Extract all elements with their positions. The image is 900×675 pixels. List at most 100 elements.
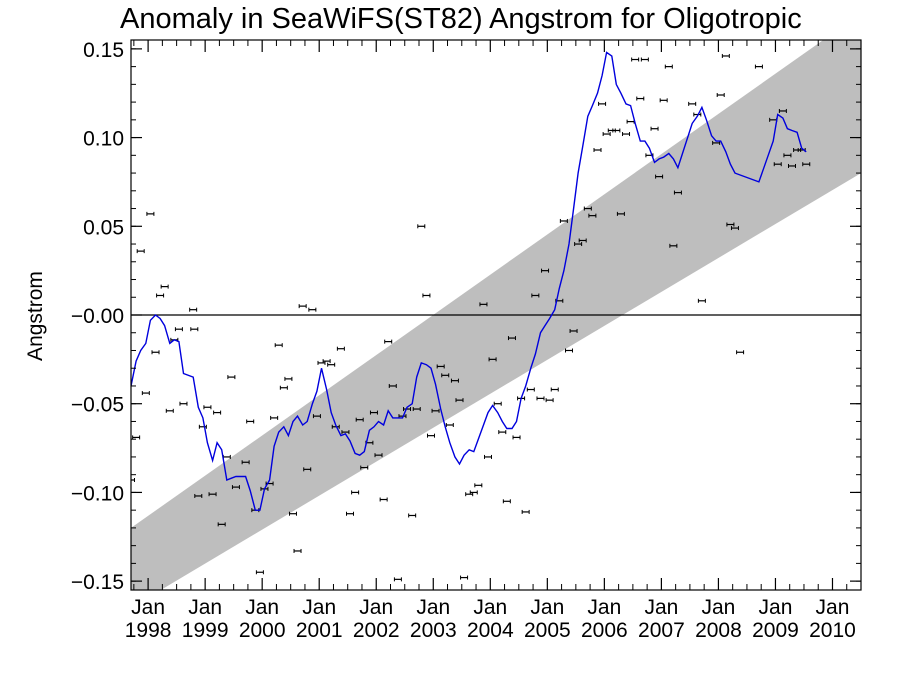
data-point	[346, 511, 354, 516]
x-tick-month: Jan	[416, 596, 450, 619]
data-point	[659, 98, 668, 103]
data-point	[778, 108, 787, 113]
data-point	[664, 64, 673, 69]
data-point	[408, 513, 417, 518]
points-layer	[131, 53, 811, 582]
data-point	[441, 373, 450, 378]
data-point	[279, 385, 288, 390]
data-point	[165, 408, 174, 413]
x-tick-year: 2004	[467, 619, 514, 642]
x-tick-year: 2000	[239, 619, 286, 642]
data-point	[190, 327, 199, 332]
data-point	[355, 417, 364, 422]
x-tick-month: Jan	[188, 596, 222, 619]
data-point	[693, 112, 702, 117]
data-point	[412, 407, 421, 412]
data-point	[730, 226, 739, 231]
data-point	[507, 336, 516, 341]
data-point	[445, 423, 454, 427]
data-point	[736, 350, 745, 355]
data-point	[787, 163, 796, 168]
x-tick-month: Jan	[587, 596, 621, 619]
data-point	[369, 410, 378, 415]
data-point	[526, 387, 535, 392]
data-point	[379, 497, 388, 502]
data-point	[393, 577, 402, 582]
data-point	[322, 359, 331, 364]
data-point	[569, 328, 578, 333]
data-point	[231, 485, 240, 490]
data-point	[217, 522, 226, 527]
data-point	[274, 343, 283, 348]
data-point	[498, 430, 507, 435]
data-point	[213, 410, 222, 415]
data-point	[293, 548, 302, 553]
data-point	[574, 242, 583, 247]
data-point	[194, 493, 203, 498]
data-point	[460, 575, 469, 580]
data-point	[241, 460, 250, 465]
data-point	[783, 153, 792, 158]
y-tick-label: 0.05	[83, 216, 124, 239]
y-tick-label: −0.00	[71, 305, 124, 328]
data-point	[655, 174, 664, 179]
axes-layer: 0.150.100.05−0.00−0.05−0.10−0.15Jan1998J…	[71, 39, 862, 642]
x-tick-year: 2009	[752, 619, 799, 642]
data-point	[255, 570, 264, 575]
trend-band	[131, 40, 861, 590]
x-tick-month: Jan	[131, 596, 165, 619]
data-point	[141, 391, 150, 396]
data-point	[612, 128, 621, 133]
x-tick-year: 2001	[296, 619, 343, 642]
data-point	[626, 119, 635, 124]
data-point	[203, 405, 212, 410]
data-point	[578, 238, 587, 243]
data-point	[640, 57, 649, 62]
data-point	[374, 453, 383, 458]
data-point	[450, 378, 459, 383]
x-tick-month: Jan	[701, 596, 735, 619]
data-point	[583, 206, 592, 211]
data-point	[189, 307, 198, 312]
running-mean-layer	[131, 51, 807, 511]
data-point	[388, 383, 397, 388]
x-tick-month: Jan	[245, 596, 279, 619]
data-point	[673, 190, 682, 195]
x-tick-year: 2002	[353, 619, 400, 642]
data-point	[802, 162, 811, 167]
y-tick-label: −0.15	[71, 571, 124, 594]
data-point	[270, 415, 279, 420]
y-tick-label: 0.10	[83, 128, 124, 151]
y-tick-label: 0.15	[83, 39, 124, 62]
trend-band-layer	[131, 40, 861, 590]
x-tick-year: 2005	[524, 619, 571, 642]
x-tick-year: 2007	[638, 619, 685, 642]
data-point	[431, 408, 440, 413]
data-point	[559, 218, 568, 223]
data-point	[636, 96, 645, 101]
x-tick-year: 2006	[581, 619, 628, 642]
data-point	[716, 93, 725, 97]
y-axis-label: Angstrom	[24, 271, 47, 361]
chart-title: Anomaly in SeaWiFS(ST82) Angstrom for Ol…	[120, 3, 802, 35]
data-point	[222, 454, 231, 459]
data-point	[336, 346, 345, 351]
data-point	[455, 398, 464, 403]
x-tick-month: Jan	[473, 596, 507, 619]
data-point	[246, 419, 255, 424]
data-point	[622, 132, 631, 137]
data-point	[422, 293, 431, 298]
data-point	[284, 376, 293, 381]
data-point	[160, 284, 169, 289]
data-point	[360, 465, 369, 470]
data-point	[131, 478, 135, 482]
data-point	[493, 401, 502, 406]
data-point	[179, 401, 188, 406]
data-point	[616, 211, 625, 216]
data-point	[474, 483, 483, 488]
data-point	[588, 213, 597, 218]
data-point	[536, 396, 545, 401]
data-point	[403, 407, 412, 412]
data-point	[341, 430, 350, 435]
data-point	[721, 53, 730, 58]
